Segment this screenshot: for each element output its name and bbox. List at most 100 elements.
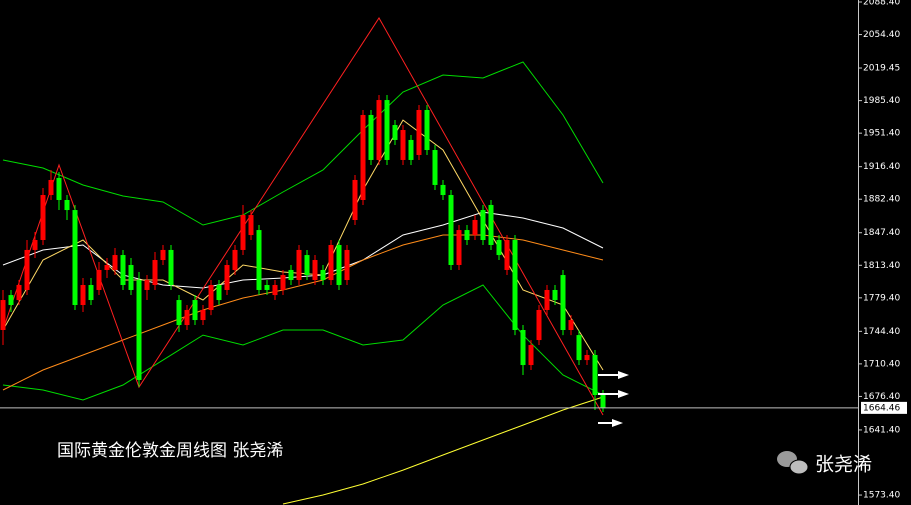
candle-body [144,280,150,290]
y-tick-label: 1951.40 [863,129,900,139]
candle-body [32,240,38,250]
y-tick-label: 1744.40 [863,327,900,337]
candle-body [152,260,158,286]
candle-body [48,179,54,196]
y-tick-label: 1676.40 [863,392,900,402]
candle-body [456,230,462,265]
candle-body [384,100,390,160]
y-tick-label: 1847.40 [863,228,900,238]
arrow-head [618,390,629,398]
candle-body [440,184,446,196]
candle-body [232,249,238,270]
candle-body [312,260,318,281]
y-tick-label: 2019.45 [863,64,900,74]
y-tick-label: 1916.40 [863,162,900,172]
candle-body [88,285,94,301]
chart-title: 国际黄金伦敦金周线图 张尧浠 [57,441,283,461]
y-tick-label: 1779.40 [863,293,900,303]
candle-body [192,300,198,321]
candle-body [16,285,22,301]
candle-body [528,345,534,366]
candle-body [592,354,598,396]
line [2,119,604,371]
arrows [598,371,629,427]
last-price-label: 1664.46 [863,403,900,413]
candle-body [600,395,606,408]
candle-body [304,255,310,276]
candle-body [264,285,270,290]
candle-body [448,195,454,265]
candle-body [56,177,62,200]
icon-bubble [789,459,809,475]
line [2,284,604,401]
candle-body [320,269,326,281]
candle-body [408,139,414,160]
candle-body [288,269,294,281]
wechat-icon [777,451,809,475]
candle-body [496,240,502,256]
candle-body [160,249,166,261]
y-tick-label: 1813.40 [863,261,900,271]
candle-body [240,215,246,250]
y-tick-label: 2088.40 [863,0,900,8]
candle-body [464,230,470,241]
candle-body [552,289,558,301]
candle-body [424,109,430,151]
candle-body [296,249,302,281]
candle-body [336,244,342,286]
candle-body [584,354,590,361]
candle-body [72,210,78,306]
y-tick-label: 2054.40 [863,30,900,40]
candle-body [168,249,174,286]
candle-body [512,240,518,330]
candle-body [128,264,134,290]
candle-body [504,240,510,270]
candle-body [344,249,350,281]
candle-body [480,210,486,241]
arrow-head [612,419,623,427]
candle-body [568,320,574,330]
watermark: 张尧浠 [815,454,872,476]
plot-area [0,17,858,505]
candle-body [224,264,230,290]
candle-body [400,130,406,160]
candle-body [120,255,126,286]
candle-body [104,264,110,270]
last-price-box [861,401,907,414]
y-tick-label: 1641.40 [863,425,900,435]
candle-body [520,329,526,366]
candle-body [24,249,30,290]
candle-body [432,150,438,185]
candle-body [544,289,550,310]
candle-body [208,285,214,310]
candle-body [360,114,366,200]
candle-body [368,114,374,160]
candle-body [392,125,398,140]
candle-body [136,280,142,380]
arrow-head [618,371,629,379]
candle-body [216,285,222,301]
candle-body [536,309,542,341]
candle-body [64,199,70,211]
candle-body [200,309,206,321]
y-tick-label: 1882.40 [863,195,900,205]
candle-body [96,269,102,290]
price-axis: 2088.40 2054.40 2019.45 1985.40 1951.40 1916.… [858,0,907,501]
candle-body [472,219,478,236]
candle-body [576,335,582,361]
candle-body [488,204,494,245]
candle-body [416,109,422,155]
candle-body [560,275,566,330]
line [2,61,604,226]
candle-body [176,300,182,326]
y-tick-label: 1710.40 [863,359,900,369]
candle-body [80,285,86,306]
y-tick-label: 1985.40 [863,96,900,106]
candle-body [328,244,334,281]
candle-body [8,295,14,306]
candle-body [376,100,382,160]
candle-body [280,275,286,290]
candle-body [272,285,278,296]
